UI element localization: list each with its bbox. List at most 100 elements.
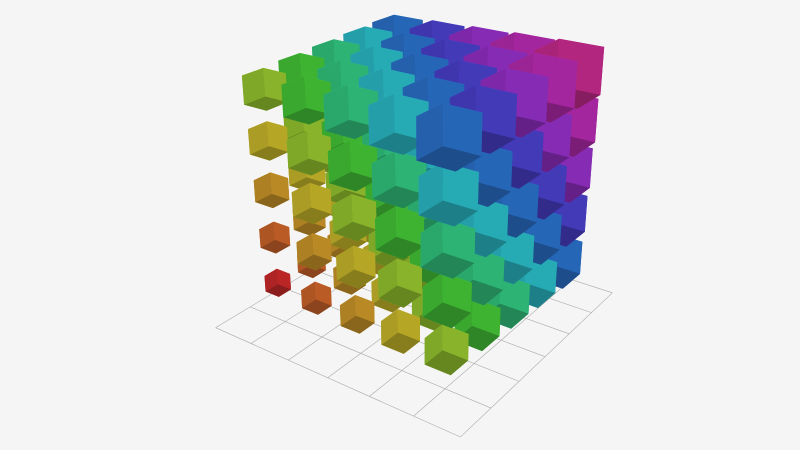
cube-face [255,193,290,209]
cube-face [378,285,422,308]
cube-face [248,121,269,155]
cube-face [472,298,501,337]
cube-face [337,269,376,289]
cube-face [259,221,275,248]
cube-face [422,302,472,329]
cube-face [315,281,332,306]
cube-face [395,151,427,195]
cube-face [260,239,291,254]
cube-point[interactable] [296,233,332,271]
cube-point[interactable] [241,67,288,111]
cube-face [500,226,535,269]
cube-point[interactable] [291,183,332,225]
cube-face [273,221,291,246]
cube-face [329,171,378,192]
cube-point[interactable] [381,309,420,354]
cube-face [324,119,379,140]
cube-face [397,309,420,342]
cube-face [253,172,272,203]
cube-point[interactable] [416,103,483,172]
cube-face [293,221,326,236]
cube-face [424,350,469,376]
cube-face [327,140,351,184]
cube-face [302,299,332,315]
grid-line [250,306,492,409]
cube-face [416,103,444,161]
cube-face [288,158,332,176]
cube-face [355,295,375,323]
cube-face [371,151,396,199]
cube-face [301,281,316,309]
cube-face [283,107,332,125]
cube-face [351,194,377,230]
cube-face [442,103,483,157]
cube-point[interactable] [327,140,378,192]
grid-line [460,292,613,438]
cube-point[interactable] [422,272,472,329]
cube-point[interactable] [286,130,332,176]
cube-face [267,121,289,152]
cube-point[interactable] [253,172,290,209]
cube-point[interactable] [336,245,376,289]
cube-face [416,146,482,172]
cube-face [499,274,530,314]
cube-marks [241,14,605,376]
cube-point[interactable] [418,162,479,227]
cube-face [442,272,472,313]
cube-face [291,183,312,217]
grid-line [413,279,572,417]
cube-face [293,207,332,225]
cube-point[interactable] [301,281,332,315]
cube-face [375,236,424,260]
cube-point[interactable] [375,206,425,260]
cube-face [276,268,291,290]
cube-face [378,258,398,299]
cube-point[interactable] [332,194,377,242]
cube-face [372,185,427,209]
cube-face [310,183,332,215]
cube-face [336,245,355,281]
cube-face [263,67,288,103]
cube-face [369,132,429,155]
cube-point[interactable] [248,121,289,161]
cube-point[interactable] [259,221,291,254]
cube-face [420,218,443,268]
cube-point[interactable] [281,75,332,125]
cube-face [339,295,356,326]
cube-face [286,130,309,169]
cube-face [442,162,479,211]
cube-face [312,233,332,261]
cube-face [454,325,500,352]
cube-point[interactable] [371,151,427,209]
cube-face [249,146,289,161]
cube-face [353,245,376,278]
cube-face [442,324,469,361]
cube-face [418,200,478,227]
cube-face [418,162,444,216]
cube-point[interactable] [420,218,476,279]
cube-point[interactable] [264,268,292,297]
cube-face [396,258,422,295]
cube-face [340,315,375,334]
cube-face [241,67,266,105]
cube-point[interactable] [378,258,422,308]
cube-face [396,206,425,246]
cube-point[interactable] [424,324,469,376]
cube-face [420,252,475,279]
cube-face [296,233,314,264]
cube-face [350,140,378,180]
cube-face [333,221,377,242]
cube-face [270,172,290,200]
cube-face [442,218,476,264]
cube-face [381,332,420,354]
cube-face [307,130,332,166]
cube-face [473,196,509,242]
cube-face [264,268,278,292]
cube-face [368,93,395,146]
cube-point[interactable] [339,295,375,334]
cube-face [244,96,288,111]
cube-face [297,254,332,271]
cube-face [422,272,443,318]
cube-face [475,84,518,139]
